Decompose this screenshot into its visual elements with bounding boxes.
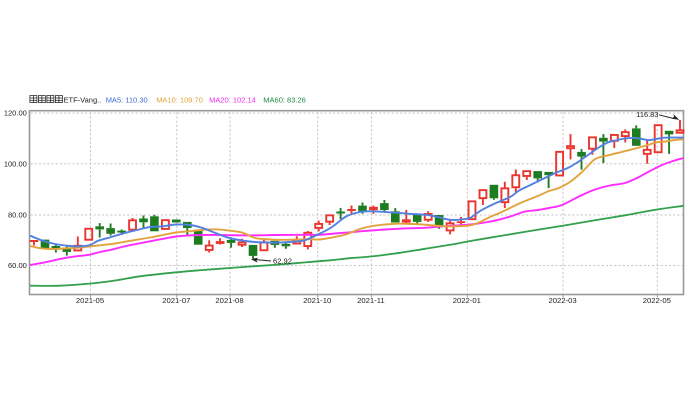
svg-text:2021-05: 2021-05 (76, 296, 104, 305)
svg-text:MA60: 83.26: MA60: 83.26 (263, 96, 306, 105)
svg-text:ETF-Vang..: ETF-Vang.. (64, 96, 102, 105)
svg-text:2022-05: 2022-05 (643, 296, 671, 305)
svg-text:MA10: 109.70: MA10: 109.70 (156, 96, 203, 105)
svg-text:2022-03: 2022-03 (548, 296, 576, 305)
svg-text:MA5: 110.30: MA5: 110.30 (106, 96, 148, 105)
svg-text:60.00: 60.00 (8, 261, 27, 270)
svg-text:2021-10: 2021-10 (303, 296, 331, 305)
svg-text:120.00: 120.00 (4, 109, 27, 118)
svg-text:2021-11: 2021-11 (357, 296, 385, 305)
svg-text:100.00: 100.00 (4, 159, 27, 168)
svg-text:62.92: 62.92 (273, 256, 292, 265)
svg-text:2022-01: 2022-01 (453, 296, 481, 305)
svg-text:2021-07: 2021-07 (162, 296, 190, 305)
svg-text:MA20: 102.14: MA20: 102.14 (209, 96, 256, 105)
svg-text:116.83: 116.83 (636, 110, 658, 119)
svg-text:2021-08: 2021-08 (215, 296, 243, 305)
svg-text:80.00: 80.00 (8, 211, 27, 220)
